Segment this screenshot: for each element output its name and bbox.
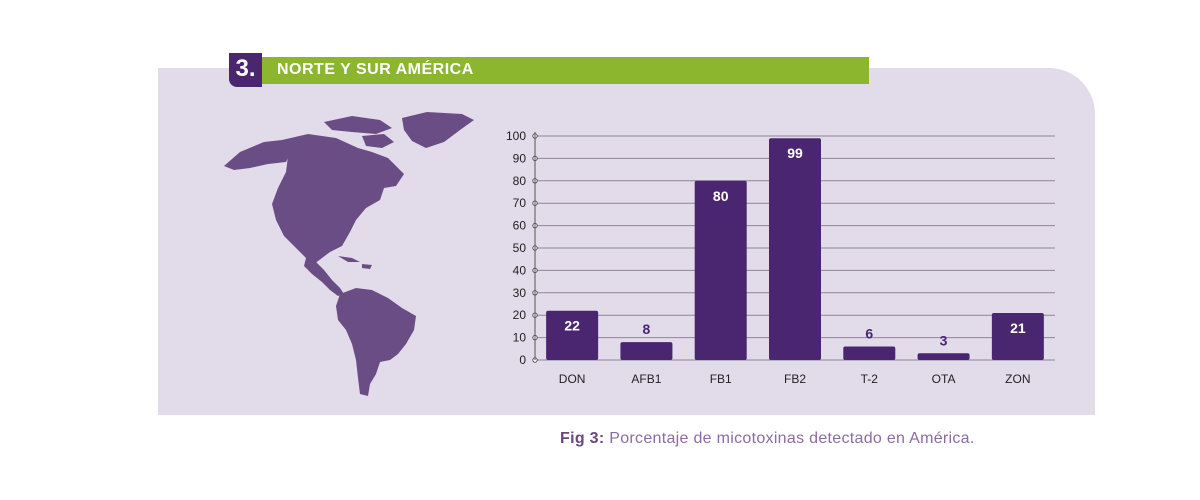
x-tick-label: FB2 [784, 372, 806, 386]
data-label: 80 [713, 188, 729, 204]
x-tick-label: OTA [932, 372, 956, 386]
caption-lead: Fig 3: [560, 430, 605, 447]
bar [991, 312, 1044, 360]
bar [917, 353, 970, 360]
data-label: 3 [940, 332, 948, 348]
y-tick-label: 10 [513, 331, 527, 345]
section-header-bar [262, 57, 869, 84]
bar [769, 138, 821, 360]
x-tick-label: DON [559, 372, 586, 386]
bar [546, 310, 599, 360]
data-label: 6 [865, 326, 873, 342]
data-label: 22 [564, 318, 580, 334]
y-tick-label: 60 [513, 219, 527, 233]
americas-map-icon [224, 112, 474, 396]
x-tick-label: FB1 [710, 372, 732, 386]
bar-chart: 0 10 20 30 40 50 60 70 80 90 100 22 DON 8 AFB1 80 FB1 99 F… [506, 129, 1055, 386]
y-tick-label: 100 [506, 129, 526, 143]
x-tick-label: T-2 [861, 372, 879, 386]
bar [843, 346, 896, 360]
x-tick-label: AFB1 [631, 372, 661, 386]
bar [620, 342, 673, 360]
y-tick-label: 30 [513, 286, 527, 300]
x-tick-label: ZON [1005, 372, 1030, 386]
bar [694, 180, 747, 360]
data-label: 8 [643, 321, 651, 337]
caption-text: Porcentaje de micotoxinas detectado en A… [609, 430, 975, 447]
y-tick-label: 0 [519, 353, 526, 367]
data-label: 99 [787, 145, 803, 161]
section-number: 3. [229, 53, 262, 87]
y-tick-label: 70 [513, 196, 527, 210]
y-tick-label: 20 [513, 308, 527, 322]
y-tick-label: 80 [513, 174, 527, 188]
section-title: NORTE Y SUR AMÉRICA [277, 61, 474, 78]
y-tick-label: 40 [513, 263, 527, 277]
y-tick-label: 50 [513, 241, 527, 255]
data-label: 21 [1010, 320, 1026, 336]
y-tick-label: 90 [513, 151, 527, 165]
figure-caption: Fig 3: Porcentaje de micotoxinas detecta… [560, 430, 975, 448]
